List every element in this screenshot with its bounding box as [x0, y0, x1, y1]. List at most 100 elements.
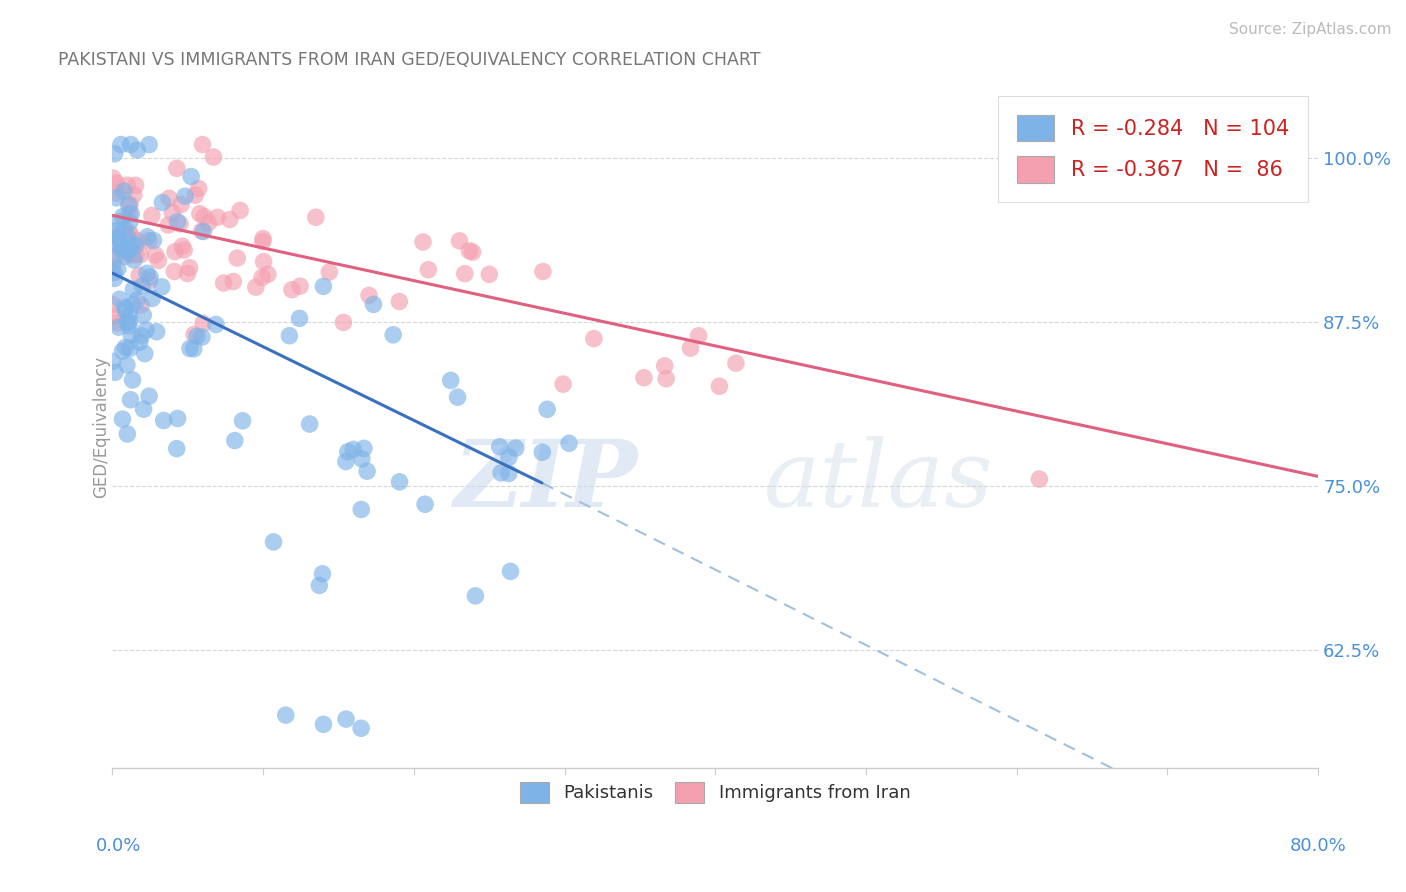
Point — [148, 253, 170, 268]
Point — [135, 323, 157, 337]
Point — [124, 178, 146, 193]
Point — [356, 464, 378, 478]
Point — [388, 475, 411, 489]
Point — [127, 143, 149, 157]
Point — [103, 309, 125, 323]
Text: PAKISTANI VS IMMIGRANTS FROM IRAN GED/EQUIVALENCY CORRELATION CHART: PAKISTANI VS IMMIGRANTS FROM IRAN GED/EQ… — [58, 51, 761, 69]
Point — [118, 198, 141, 212]
Point — [120, 207, 142, 221]
Point — [114, 301, 136, 315]
Point — [104, 228, 127, 243]
Point — [205, 318, 228, 332]
Point — [105, 186, 128, 201]
Point — [498, 467, 520, 481]
Point — [104, 365, 127, 379]
Point — [498, 450, 520, 465]
Point — [232, 414, 254, 428]
Text: Source: ZipAtlas.com: Source: ZipAtlas.com — [1229, 22, 1392, 37]
Point — [118, 246, 141, 260]
Point — [446, 390, 468, 404]
Point — [117, 230, 139, 244]
Point — [454, 267, 477, 281]
Point — [179, 342, 201, 356]
Point — [136, 230, 159, 244]
Point — [724, 356, 747, 370]
Point — [172, 239, 194, 253]
Point — [129, 298, 152, 312]
Point — [166, 161, 188, 176]
Point — [112, 250, 135, 264]
Point — [101, 171, 124, 186]
Point — [281, 283, 304, 297]
Point — [107, 320, 129, 334]
Point — [118, 215, 141, 229]
Point — [166, 215, 188, 229]
Point — [350, 721, 373, 735]
Point — [191, 317, 214, 331]
Point — [120, 392, 142, 407]
Point — [191, 330, 214, 344]
Point — [274, 708, 297, 723]
Point — [582, 332, 605, 346]
Point — [187, 181, 209, 195]
Point — [121, 373, 143, 387]
Point — [117, 427, 139, 442]
Y-axis label: GED/Equivalency: GED/Equivalency — [93, 356, 110, 498]
Point — [105, 316, 128, 330]
Point — [207, 211, 229, 225]
Point — [179, 260, 201, 275]
Point — [110, 137, 132, 152]
Text: ZIP: ZIP — [453, 436, 637, 526]
Point — [120, 137, 142, 152]
Point — [129, 247, 152, 261]
Point — [184, 188, 207, 202]
Point — [193, 224, 215, 238]
Point — [633, 370, 655, 384]
Point — [169, 217, 191, 231]
Point — [118, 206, 141, 220]
Point — [118, 242, 141, 256]
Point — [132, 308, 155, 322]
Point — [105, 176, 128, 190]
Point — [305, 211, 328, 225]
Point — [128, 268, 150, 283]
Point — [163, 244, 186, 259]
Point — [162, 205, 184, 219]
Point — [709, 379, 731, 393]
Point — [298, 417, 321, 431]
Point — [124, 239, 146, 253]
Point — [138, 137, 160, 152]
Point — [138, 274, 160, 288]
Point — [311, 566, 333, 581]
Point — [412, 235, 434, 249]
Point — [353, 442, 375, 456]
Legend: Pakistanis, Immigrants from Iran: Pakistanis, Immigrants from Iran — [513, 774, 918, 810]
Point — [357, 288, 380, 302]
Point — [118, 308, 141, 322]
Point — [125, 293, 148, 308]
Point — [278, 328, 301, 343]
Point — [125, 248, 148, 262]
Point — [257, 268, 280, 282]
Point — [263, 535, 285, 549]
Point — [335, 454, 357, 468]
Point — [250, 270, 273, 285]
Point — [134, 346, 156, 360]
Point — [117, 178, 139, 193]
Point — [105, 248, 128, 262]
Point — [135, 266, 157, 280]
Point — [312, 279, 335, 293]
Point — [183, 327, 205, 342]
Point — [342, 442, 364, 457]
Point — [218, 212, 240, 227]
Point — [180, 169, 202, 184]
Point — [105, 230, 128, 244]
Point — [141, 209, 163, 223]
Point — [654, 359, 676, 373]
Point — [222, 275, 245, 289]
Point — [183, 342, 205, 356]
Point — [505, 441, 527, 455]
Point — [332, 315, 354, 329]
Point — [139, 270, 162, 285]
Point — [553, 377, 575, 392]
